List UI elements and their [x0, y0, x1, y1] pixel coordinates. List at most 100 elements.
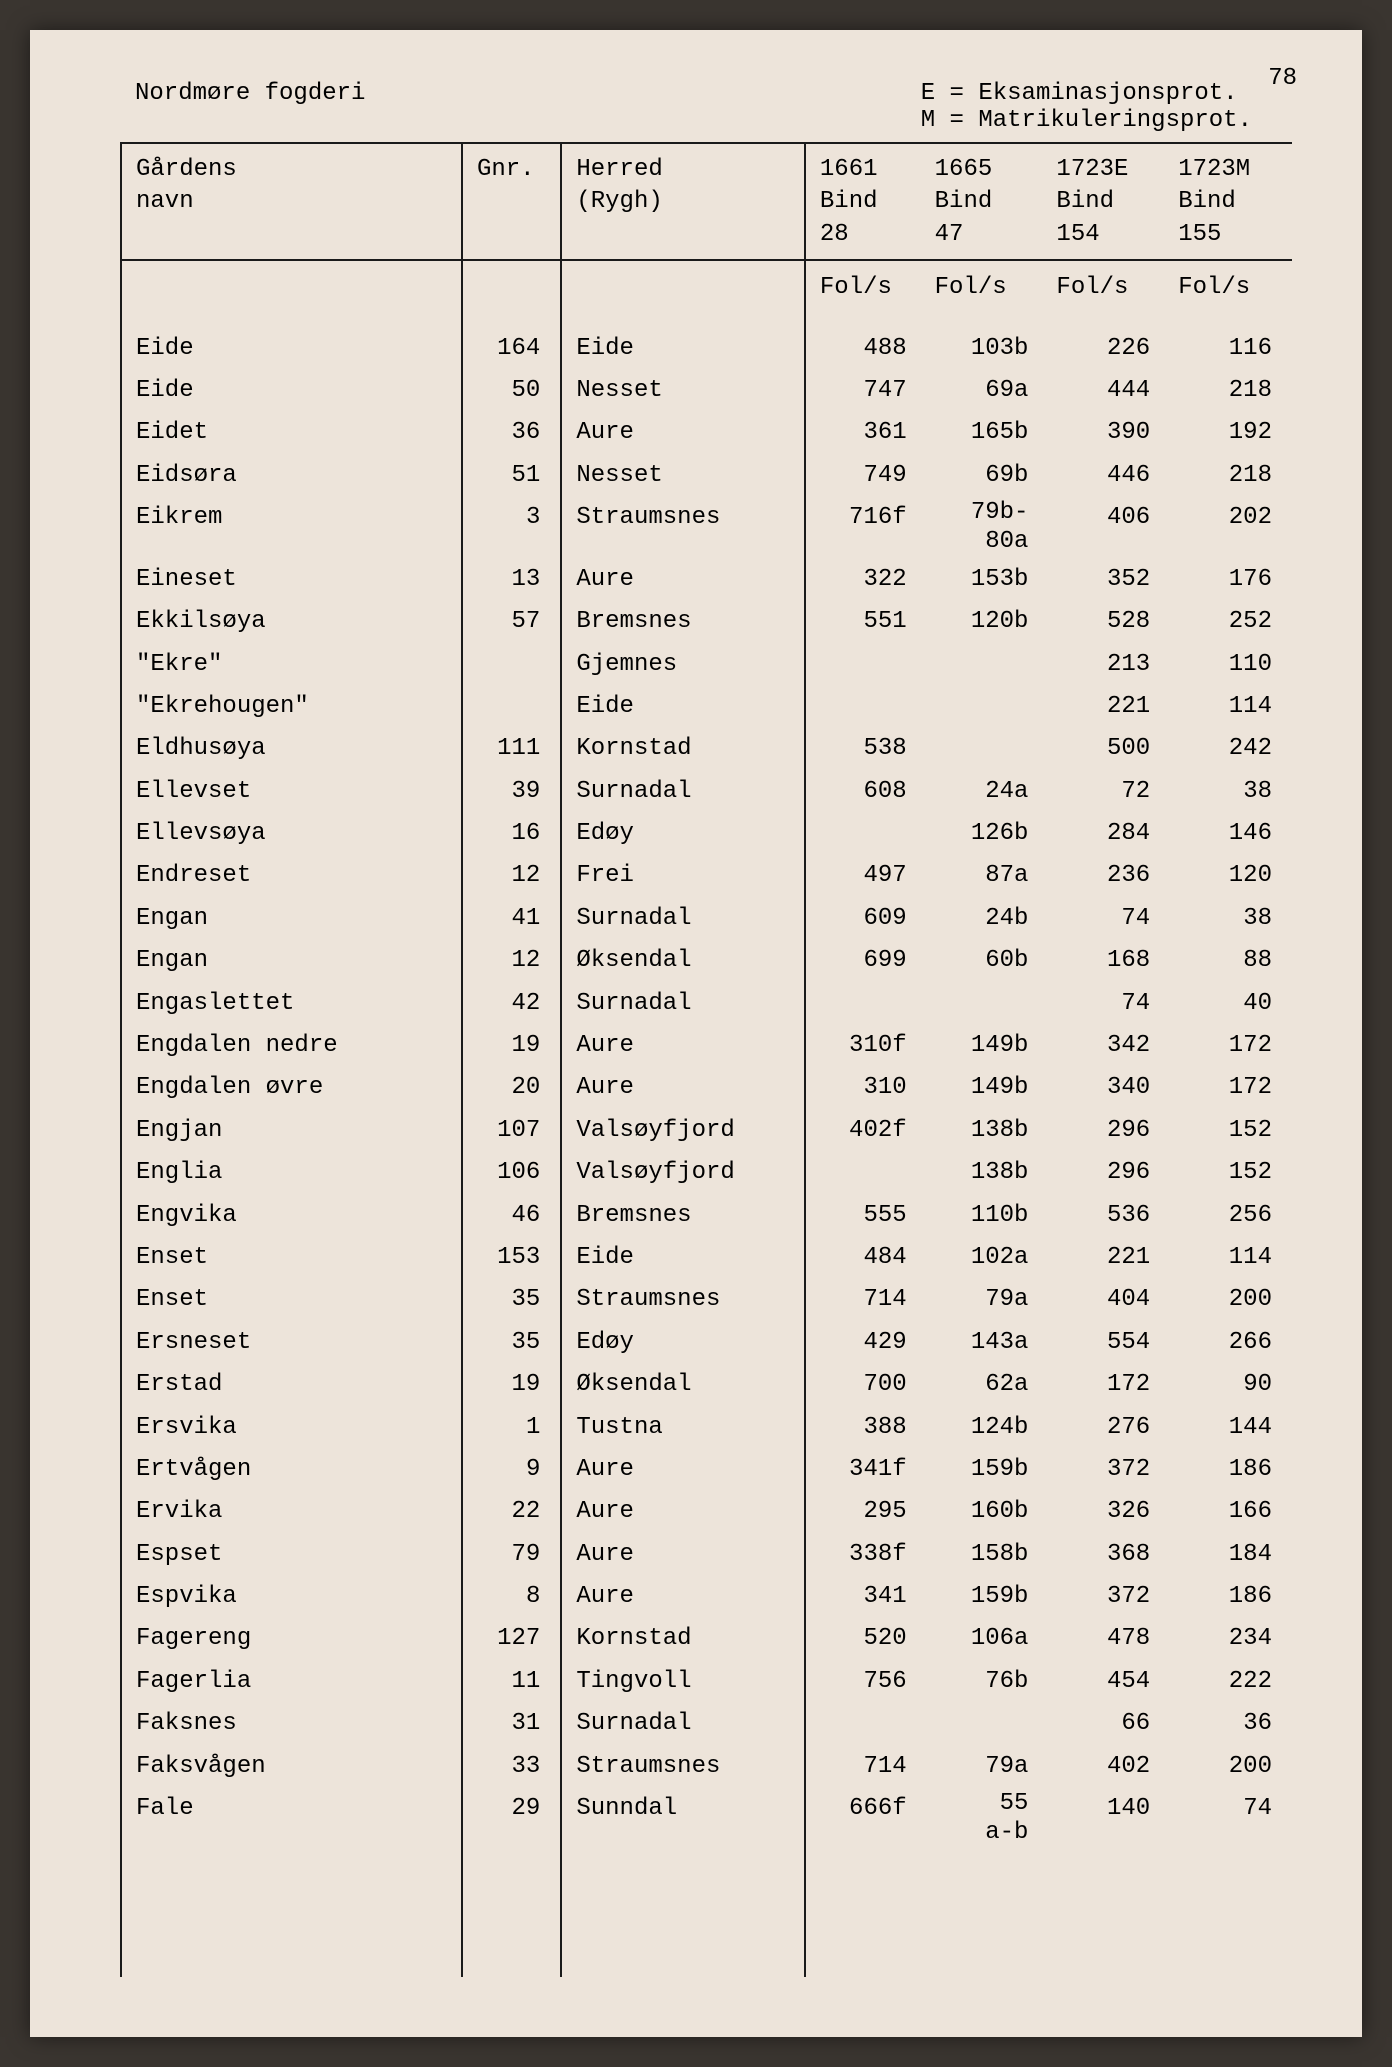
cell-1723m: 38: [1170, 898, 1292, 940]
cell-navn: Enset: [121, 1279, 462, 1321]
cell-1665: 79a: [927, 1279, 1049, 1321]
cell-1723m: 152: [1170, 1152, 1292, 1194]
cell-herred: Valsøyfjord: [561, 1110, 805, 1152]
cell-gnr: 29: [462, 1788, 561, 1850]
table-row: Engaslettet42Surnadal7440: [121, 983, 1292, 1025]
cell-herred: Aure: [561, 1449, 805, 1491]
cell-1661: 747: [805, 370, 927, 412]
cell-1723e: 446: [1048, 455, 1170, 497]
cell-herred: Straumsnes: [561, 497, 805, 559]
cell-navn: "Ekrehougen": [121, 686, 462, 728]
cell-1665: 24b: [927, 898, 1049, 940]
cell-navn: Enset: [121, 1237, 462, 1279]
cell-gnr: 3: [462, 497, 561, 559]
cell-1723e: 168: [1048, 940, 1170, 982]
cell-1723e: 326: [1048, 1491, 1170, 1533]
cell-1723e: 296: [1048, 1152, 1170, 1194]
table-row: Eldhusøya111Kornstad538500242: [121, 728, 1292, 770]
th-gnr: Gnr.: [462, 144, 561, 260]
cell-navn: Espset: [121, 1534, 462, 1576]
cell-1723e: 221: [1048, 686, 1170, 728]
cell-gnr: 50: [462, 370, 561, 412]
cell-1723m: 172: [1170, 1025, 1292, 1067]
cell-navn: Ersvika: [121, 1407, 462, 1449]
cell-1661: 295: [805, 1491, 927, 1533]
cell-navn: Ellevsøya: [121, 813, 462, 855]
cell-1661: 388: [805, 1407, 927, 1449]
cell-1723m: 40: [1170, 983, 1292, 1025]
cell-gnr: 35: [462, 1322, 561, 1364]
cell-1665: 159b: [927, 1576, 1049, 1618]
cell-1665: 106a: [927, 1618, 1049, 1660]
empty-row: [121, 1934, 1292, 1976]
empty-row: [121, 1850, 1292, 1892]
cell-1723e: 500: [1048, 728, 1170, 770]
cell-navn: Eidet: [121, 412, 462, 454]
cell-gnr: 1: [462, 1407, 561, 1449]
cell-1723m: 114: [1170, 1237, 1292, 1279]
cell-navn: Engdalen nedre: [121, 1025, 462, 1067]
cell-1723e: 340: [1048, 1067, 1170, 1109]
cell-1723m: 90: [1170, 1364, 1292, 1406]
cell-herred: Valsøyfjord: [561, 1152, 805, 1194]
cell-1661: 700: [805, 1364, 927, 1406]
cell-navn: Engan: [121, 940, 462, 982]
th-1723m: 1723M Bind 155: [1170, 144, 1292, 260]
cell-1723e: 528: [1048, 601, 1170, 643]
cell-herred: Surnadal: [561, 898, 805, 940]
table-row: Faksvågen33Straumsnes71479a402200: [121, 1746, 1292, 1788]
sub-1665: Fol/s: [927, 260, 1049, 327]
cell-1665: 79b-80a: [927, 497, 1049, 559]
cell-1723e: 352: [1048, 559, 1170, 601]
cell-1723m: 116: [1170, 328, 1292, 370]
cell-herred: Aure: [561, 1491, 805, 1533]
cell-1661: 497: [805, 855, 927, 897]
cell-1661: 310f: [805, 1025, 927, 1067]
cell-herred: Surnadal: [561, 983, 805, 1025]
cell-navn: Eide: [121, 370, 462, 412]
cell-1723e: 226: [1048, 328, 1170, 370]
cell-gnr: 12: [462, 855, 561, 897]
table-row: Fagerlia11Tingvoll75676b454222: [121, 1661, 1292, 1703]
cell-herred: Tingvoll: [561, 1661, 805, 1703]
cell-1665: 110b: [927, 1195, 1049, 1237]
cell-1661: [805, 983, 927, 1025]
cell-herred: Surnadal: [561, 771, 805, 813]
cell-gnr: 22: [462, 1491, 561, 1533]
cell-1723m: 38: [1170, 771, 1292, 813]
cell-1661: 608: [805, 771, 927, 813]
cell-1723m: 166: [1170, 1491, 1292, 1533]
table-row: Ellevset39Surnadal60824a7238: [121, 771, 1292, 813]
cell-1665: [927, 983, 1049, 1025]
sub-1723e: Fol/s: [1048, 260, 1170, 327]
table-row: Engvika46Bremsnes555110b536256: [121, 1195, 1292, 1237]
cell-navn: Erstad: [121, 1364, 462, 1406]
legend-line-1: E = Eksaminasjonsprot.: [921, 80, 1252, 107]
cell-1665: [927, 686, 1049, 728]
cell-herred: Bremsnes: [561, 601, 805, 643]
cell-1723m: 186: [1170, 1576, 1292, 1618]
cell-1665: 120b: [927, 601, 1049, 643]
cell-navn: Eidsøra: [121, 455, 462, 497]
cell-herred: Kornstad: [561, 728, 805, 770]
cell-1723m: 172: [1170, 1067, 1292, 1109]
cell-1665: 87a: [927, 855, 1049, 897]
cell-1665: 159b: [927, 1449, 1049, 1491]
cell-1661: 402f: [805, 1110, 927, 1152]
table-row: Ersvika1Tustna388124b276144: [121, 1407, 1292, 1449]
cell-gnr: 111: [462, 728, 561, 770]
cell-herred: Edøy: [561, 1322, 805, 1364]
cell-gnr: 107: [462, 1110, 561, 1152]
data-table: Gårdens navn Gnr. Herred (Rygh): [120, 144, 1292, 1977]
table-row: Engdalen øvre20Aure310149b340172: [121, 1067, 1292, 1109]
cell-1665: 153b: [927, 559, 1049, 601]
table-row: Eineset13Aure322153b352176: [121, 559, 1292, 601]
cell-herred: Straumsnes: [561, 1746, 805, 1788]
cell-1665: 138b: [927, 1110, 1049, 1152]
cell-1723e: 390: [1048, 412, 1170, 454]
cell-herred: Øksendal: [561, 1364, 805, 1406]
cell-1723e: 276: [1048, 1407, 1170, 1449]
cell-1665: 69b: [927, 455, 1049, 497]
cell-herred: Kornstad: [561, 1618, 805, 1660]
cell-gnr: 164: [462, 328, 561, 370]
